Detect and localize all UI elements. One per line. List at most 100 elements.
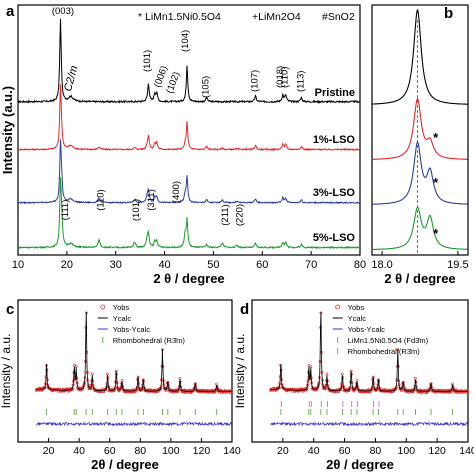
panel-c-ylabel: Intensity / a.u. bbox=[0, 334, 13, 409]
panel-c-frame bbox=[17, 299, 233, 443]
panel-b-frame bbox=[371, 4, 469, 256]
panel-c-obs-point bbox=[88, 387, 92, 391]
panel-a-series-line bbox=[18, 177, 361, 250]
panel-a-hkl-label: (113) bbox=[295, 71, 306, 92]
panel-a-hkl-spinel-label: (220) bbox=[235, 204, 246, 226]
panel-b-series-line bbox=[371, 206, 468, 251]
panel-b-xtick-label: 18.0 bbox=[371, 259, 392, 271]
panel-a-hkl-spinel-label: (111) bbox=[60, 200, 71, 221]
panel-a-series-line bbox=[17, 84, 361, 152]
panel-c-calc-line bbox=[36, 311, 232, 392]
panel-d-calc-line bbox=[270, 311, 468, 392]
panel-c-xtick-label: 120 bbox=[193, 445, 211, 457]
panel-c-diff-line bbox=[36, 421, 233, 427]
panel-a-legend-lmo: +LiMn2O4 bbox=[252, 11, 301, 23]
panel-d-legend-text: Rhombohedral (R3̄m) bbox=[348, 347, 421, 356]
panel-b-spinel-marker: * bbox=[433, 175, 439, 190]
panel-a-hkl-spinel-label: (400) bbox=[171, 181, 182, 203]
panel-d-legend-text: LiMn1.5Ni0.5O4 (Fd3̄m) bbox=[348, 336, 429, 345]
panel-c-obs-point bbox=[215, 382, 218, 386]
panel-a-frame bbox=[17, 4, 361, 256]
panel-d-rietveld-lso: d 20 40 60 80 100 120 140 2θ / degree Intensity /… bbox=[233, 299, 474, 472]
panel-d-letter: d bbox=[240, 301, 249, 318]
panel-a-series-line bbox=[17, 139, 361, 205]
panel-b-series-line bbox=[371, 141, 468, 205]
panel-a-series-label: 1%-LSO bbox=[313, 134, 356, 146]
panel-c-obs-point bbox=[192, 388, 196, 392]
panel-a-legend-sno2: #SnO2 bbox=[322, 11, 355, 23]
panel-a-hkl-spinel-label: (110) bbox=[96, 189, 107, 210]
panel-d-obs-point bbox=[325, 372, 329, 376]
panel-c-legend-text: Ycalc bbox=[113, 314, 132, 323]
panel-a-xtick-label: 20 bbox=[61, 259, 73, 271]
panel-a-series-line bbox=[18, 18, 361, 104]
panel-a-hkl-label: (104) bbox=[180, 30, 191, 52]
panel-c-xtick-label: 140 bbox=[223, 445, 241, 457]
panel-a-xtick-label: 50 bbox=[207, 259, 219, 271]
panel-c-obs-point bbox=[178, 377, 182, 380]
panel-a-series-label: 5%-LSO bbox=[313, 232, 356, 244]
panel-d-obs-point bbox=[355, 378, 359, 382]
panel-d-obs-point bbox=[427, 388, 431, 392]
panel-a-xtick-label: 80 bbox=[354, 259, 366, 271]
panel-a-xrd-comparison: a 10 20 30 40 50 60 70 80 2 θ / degree Intensity (… bbox=[0, 3, 366, 286]
panel-a-xtick-label: 40 bbox=[158, 259, 170, 271]
panel-c-legend-text: Rhombohedral (R3̄m) bbox=[113, 336, 186, 345]
panel-a-ylabel: Intensity (a.u.) bbox=[0, 86, 15, 174]
panel-d-obs-point bbox=[466, 389, 470, 393]
panel-a-hkl-label: (107) bbox=[249, 70, 260, 92]
panel-c-legend-text: Yobs-Ycalc bbox=[113, 325, 150, 334]
panel-b-xtick-label: 19.5 bbox=[447, 259, 468, 271]
panel-a-xlabel: 2 θ / degree bbox=[153, 271, 224, 286]
panel-d-obs-point bbox=[323, 387, 327, 391]
panel-a-hkl-spinel-label: (211) bbox=[220, 204, 231, 225]
panel-a-xtick-label: 10 bbox=[12, 259, 24, 271]
panel-d-diff-line bbox=[270, 421, 469, 427]
panel-d-legend-text: Ycalc bbox=[348, 314, 367, 323]
panel-c-obs-point bbox=[230, 389, 234, 393]
panel-a-legend-lmno: * LiMn1.5Ni0.5O4 bbox=[138, 11, 221, 23]
panel-c-xtick-label: 20 bbox=[43, 445, 55, 457]
panel-d-obs-point bbox=[413, 377, 417, 380]
panel-a-series-label: 3%-LSO bbox=[313, 187, 356, 199]
panel-d-xtick-label: 80 bbox=[370, 445, 382, 457]
panel-d-obs-point bbox=[340, 372, 344, 376]
panel-d-legend-text: Yobs bbox=[348, 303, 365, 312]
panel-c-xtick-label: 60 bbox=[104, 445, 116, 457]
panel-c-rietveld-pristine: c 20 40 60 80 100 120 140 2θ / degree Intensity /… bbox=[0, 299, 241, 472]
panel-d-xtick-label: 120 bbox=[428, 445, 446, 457]
panel-b-xlabel: 2 θ / degree bbox=[384, 271, 455, 286]
panel-b-spinel-marker: * bbox=[433, 226, 439, 241]
panel-d-xtick-label: 60 bbox=[339, 445, 351, 457]
panel-b-series-line bbox=[372, 97, 468, 160]
panel-c-xtick-label: 100 bbox=[162, 445, 180, 457]
panel-c-xlabel: 2θ / degree bbox=[91, 457, 159, 472]
panel-a-xtick-label: 60 bbox=[256, 259, 268, 271]
panel-b-series-line bbox=[371, 8, 468, 105]
panel-d-xtick-label: 140 bbox=[459, 445, 474, 457]
panel-c-xtick-label: 40 bbox=[73, 445, 85, 457]
panel-c-obs-point bbox=[74, 364, 78, 368]
panel-d-legend-text: Yobs-Ycalc bbox=[348, 325, 385, 334]
panel-d-frame bbox=[251, 299, 469, 443]
panel-d-xlabel: 2θ / degree bbox=[326, 457, 394, 472]
panel-d-legend-symbol bbox=[335, 304, 341, 310]
panel-a-xtick-label: 30 bbox=[110, 259, 122, 271]
panel-a-hkl-label: (105) bbox=[201, 76, 212, 98]
panel-a-hkl-label: (101) bbox=[142, 50, 153, 72]
panel-a-hkl-spinel-label: (101) bbox=[131, 199, 142, 221]
panel-d-xtick-label: 40 bbox=[308, 445, 320, 457]
panel-c-legend-symbol bbox=[100, 304, 106, 310]
panel-a-letter: a bbox=[6, 3, 15, 20]
panel-d-obs-point bbox=[309, 364, 313, 368]
panel-b-spinel-marker: * bbox=[433, 130, 439, 145]
panel-d-ylabel: Intensity / a.u. bbox=[233, 334, 247, 409]
panel-a-hkl-label: (018) bbox=[275, 66, 286, 88]
panel-c-xtick-label: 80 bbox=[134, 445, 146, 457]
panel-c-letter: c bbox=[6, 301, 14, 318]
panel-a-phase-label: C2/m bbox=[62, 64, 80, 92]
panel-c-legend-text: Yobs bbox=[113, 303, 130, 312]
panel-a-hkl-label: (003) bbox=[52, 6, 74, 17]
panel-d-xtick-label: 20 bbox=[277, 445, 289, 457]
